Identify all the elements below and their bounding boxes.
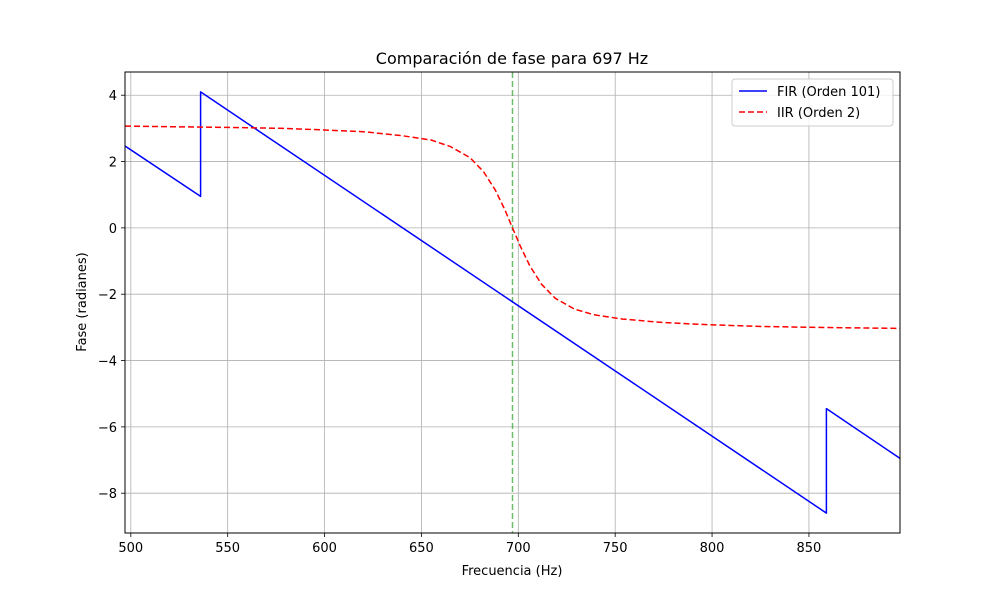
- x-tick-label: 550: [215, 541, 240, 556]
- legend-box: [731, 78, 894, 127]
- axis-ticks: 500 550 600 650 700 750 800 850 −8 −6 −4 −2 0 2 4: [98, 89, 822, 556]
- y-axis-label: Fase (radianes): [75, 252, 90, 351]
- y-tick-label: −8: [98, 487, 117, 502]
- fir-series-line: [124, 91, 901, 514]
- y-tick-label: 0: [109, 222, 117, 237]
- plot-frame: [124, 71, 901, 534]
- y-tick-label: −2: [98, 288, 117, 303]
- legend-iir-label: IIR (Orden 2): [777, 106, 860, 121]
- series-lines: [124, 91, 901, 514]
- x-tick-label: 750: [603, 541, 628, 556]
- x-tick-label: 650: [409, 541, 434, 556]
- chart-title: Comparación de fase para 697 Hz: [376, 49, 648, 68]
- legend: FIR (Orden 101) IIR (Orden 2): [731, 78, 894, 127]
- legend-fir-label: FIR (Orden 101): [777, 85, 880, 100]
- y-tick-label: −6: [98, 421, 117, 436]
- x-axis-label: Frecuencia (Hz): [462, 564, 563, 579]
- x-tick-label: 800: [700, 541, 725, 556]
- x-tick-label: 850: [797, 541, 822, 556]
- y-tick-label: −4: [98, 355, 117, 370]
- y-tick-label: 2: [109, 156, 117, 171]
- x-tick-label: 500: [118, 541, 143, 556]
- x-tick-label: 600: [312, 541, 337, 556]
- x-tick-label: 700: [506, 541, 531, 556]
- y-tick-label: 4: [109, 89, 117, 104]
